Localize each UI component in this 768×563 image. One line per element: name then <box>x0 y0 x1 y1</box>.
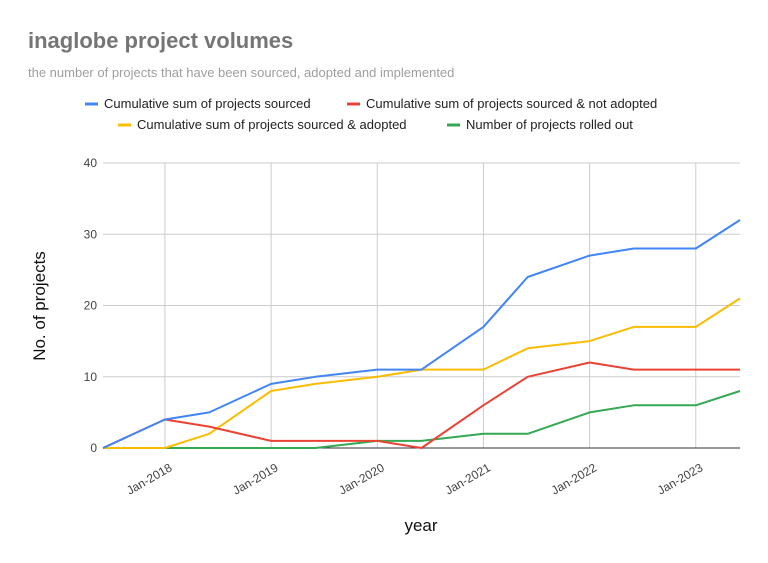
chart-subtitle: the number of projects that have been so… <box>28 65 455 80</box>
legend-label: Cumulative sum of projects sourced & not… <box>366 96 657 111</box>
y-tick-label: 10 <box>84 370 98 384</box>
series-line-3 <box>103 390 741 449</box>
legend-label: Number of projects rolled out <box>466 117 633 132</box>
y-tick-label: 20 <box>84 299 98 313</box>
x-axis-title: year <box>404 516 437 535</box>
x-tick-label: Jan-2023 <box>655 460 706 497</box>
legend-label: Cumulative sum of projects sourced <box>104 96 311 111</box>
series-line-0 <box>102 219 741 449</box>
x-tick-label: Jan-2022 <box>549 460 600 497</box>
y-axis-title: No. of projects <box>30 251 49 361</box>
x-tick-label: Jan-2019 <box>230 460 281 497</box>
legend-label: Cumulative sum of projects sourced & ado… <box>137 117 407 132</box>
chart-title: inaglobe project volumes <box>28 28 294 53</box>
y-tick-label: 0 <box>90 441 97 455</box>
y-tick-label: 40 <box>84 156 98 170</box>
x-tick-label: Jan-2020 <box>336 460 387 497</box>
x-tick-label: Jan-2018 <box>124 460 175 497</box>
y-tick-label: 30 <box>84 227 98 241</box>
x-tick-label: Jan-2021 <box>443 460 494 497</box>
